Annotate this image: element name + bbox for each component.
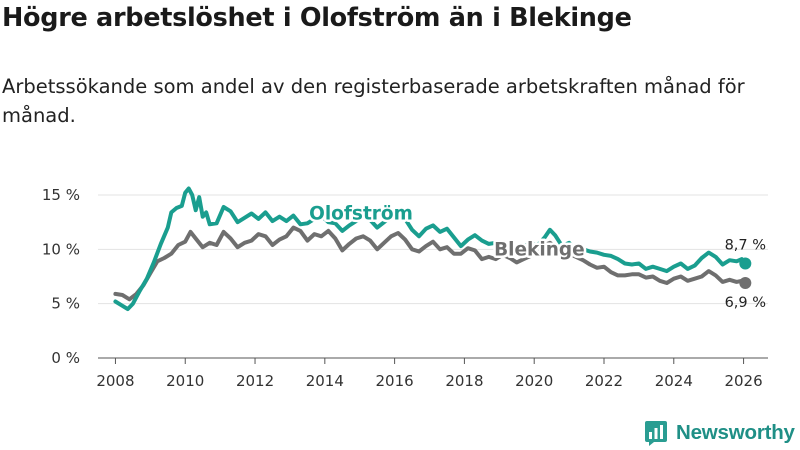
x-axis: 2008 2010 2012 2014 2016 2018 2020 2022 2024 2026	[96, 358, 763, 390]
chart-subtitle: Arbetssökande som andel av den registerb…	[2, 75, 745, 127]
y-tick-label: 10 %	[42, 240, 80, 258]
newsworthy-logo: Newsworthy	[644, 419, 795, 447]
series-label-olofstrm: Olofström	[309, 203, 413, 224]
x-tick-label: 2012	[236, 372, 274, 390]
y-tick-label: 15 %	[42, 186, 80, 204]
y-tick-label: 0 %	[51, 349, 80, 367]
x-tick-label: 2014	[306, 372, 344, 390]
y-axis: 0 % 5 % 10 % 15 %	[42, 186, 80, 367]
chart-title: Högre arbetslöshet i Olofström än i Blek…	[2, 3, 632, 33]
x-tick-label: 2022	[585, 372, 623, 390]
series-label-blekinge: Blekinge	[494, 239, 585, 260]
series-line-olofstrm	[113, 186, 748, 312]
end-point-blekinge	[739, 277, 752, 290]
series-label-halo-blekinge: Blekinge	[494, 239, 585, 260]
end-value-label-olofstrm: 8,7 %	[725, 237, 766, 253]
x-tick-label: 2020	[515, 372, 553, 390]
x-tick-label: 2024	[655, 372, 693, 390]
end-point-olofstrm	[739, 257, 752, 270]
x-tick-label: 2026	[724, 372, 762, 390]
x-tick-label: 2010	[166, 372, 204, 390]
brand-name: Newsworthy	[676, 421, 795, 444]
x-tick-label: 2008	[96, 372, 134, 390]
series-lines	[113, 186, 752, 312]
end-value-label-blekinge: 6,9 %	[725, 295, 766, 311]
bar-chart-icon	[645, 421, 667, 446]
x-tick-label: 2018	[445, 372, 483, 390]
series-label-halo-olofstrm: Olofström	[309, 203, 413, 224]
gridlines	[98, 194, 768, 359]
x-tick-label: 2016	[376, 372, 414, 390]
series-line-blekinge	[113, 225, 748, 302]
y-tick-label: 5 %	[51, 295, 80, 313]
